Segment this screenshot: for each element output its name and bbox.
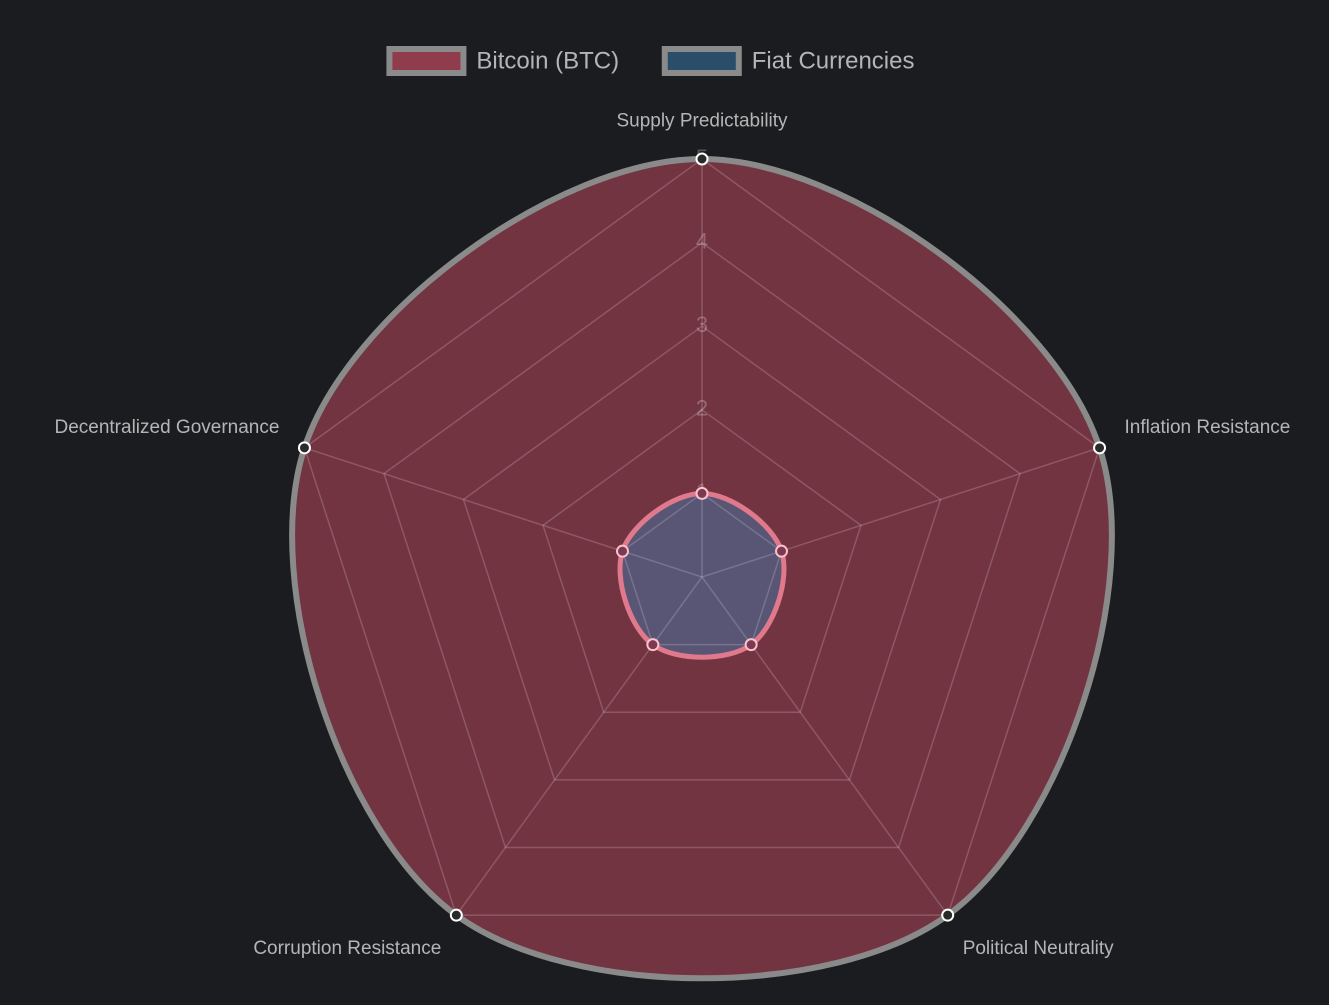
spoke (701, 576, 949, 916)
grid-line (303, 158, 1101, 916)
category-label: Political Neutrality (963, 938, 1114, 959)
data-point (941, 908, 955, 922)
legend-swatch (661, 46, 742, 76)
data-point (1093, 441, 1107, 455)
grid-line (383, 241, 1021, 849)
r-tick-label: 2 (696, 396, 708, 421)
r-tick-label: 3 (696, 312, 708, 337)
data-point (744, 638, 758, 652)
data-point (297, 441, 311, 455)
data-point (449, 908, 463, 922)
category-label: Decentralized Governance (54, 417, 279, 438)
data-point (615, 544, 629, 558)
data-point (695, 152, 709, 166)
data-point (775, 544, 789, 558)
series-area (289, 155, 1115, 982)
grid-line (462, 325, 942, 781)
series-area (617, 490, 787, 660)
spoke (701, 447, 1100, 578)
spoke (304, 447, 703, 578)
r-tick-label: 4 (696, 228, 708, 253)
data-point (695, 486, 709, 500)
category-label: Inflation Resistance (1125, 417, 1291, 438)
grid-line (621, 492, 783, 646)
legend-label: Bitcoin (BTC) (476, 47, 619, 74)
grid-line (542, 408, 862, 714)
data-point (646, 638, 660, 652)
legend-label: Fiat Currencies (752, 47, 915, 74)
category-label: Supply Predictability (616, 110, 788, 131)
category-label: Corruption Resistance (253, 938, 441, 959)
legend-swatch (386, 46, 467, 76)
spoke (455, 576, 703, 916)
